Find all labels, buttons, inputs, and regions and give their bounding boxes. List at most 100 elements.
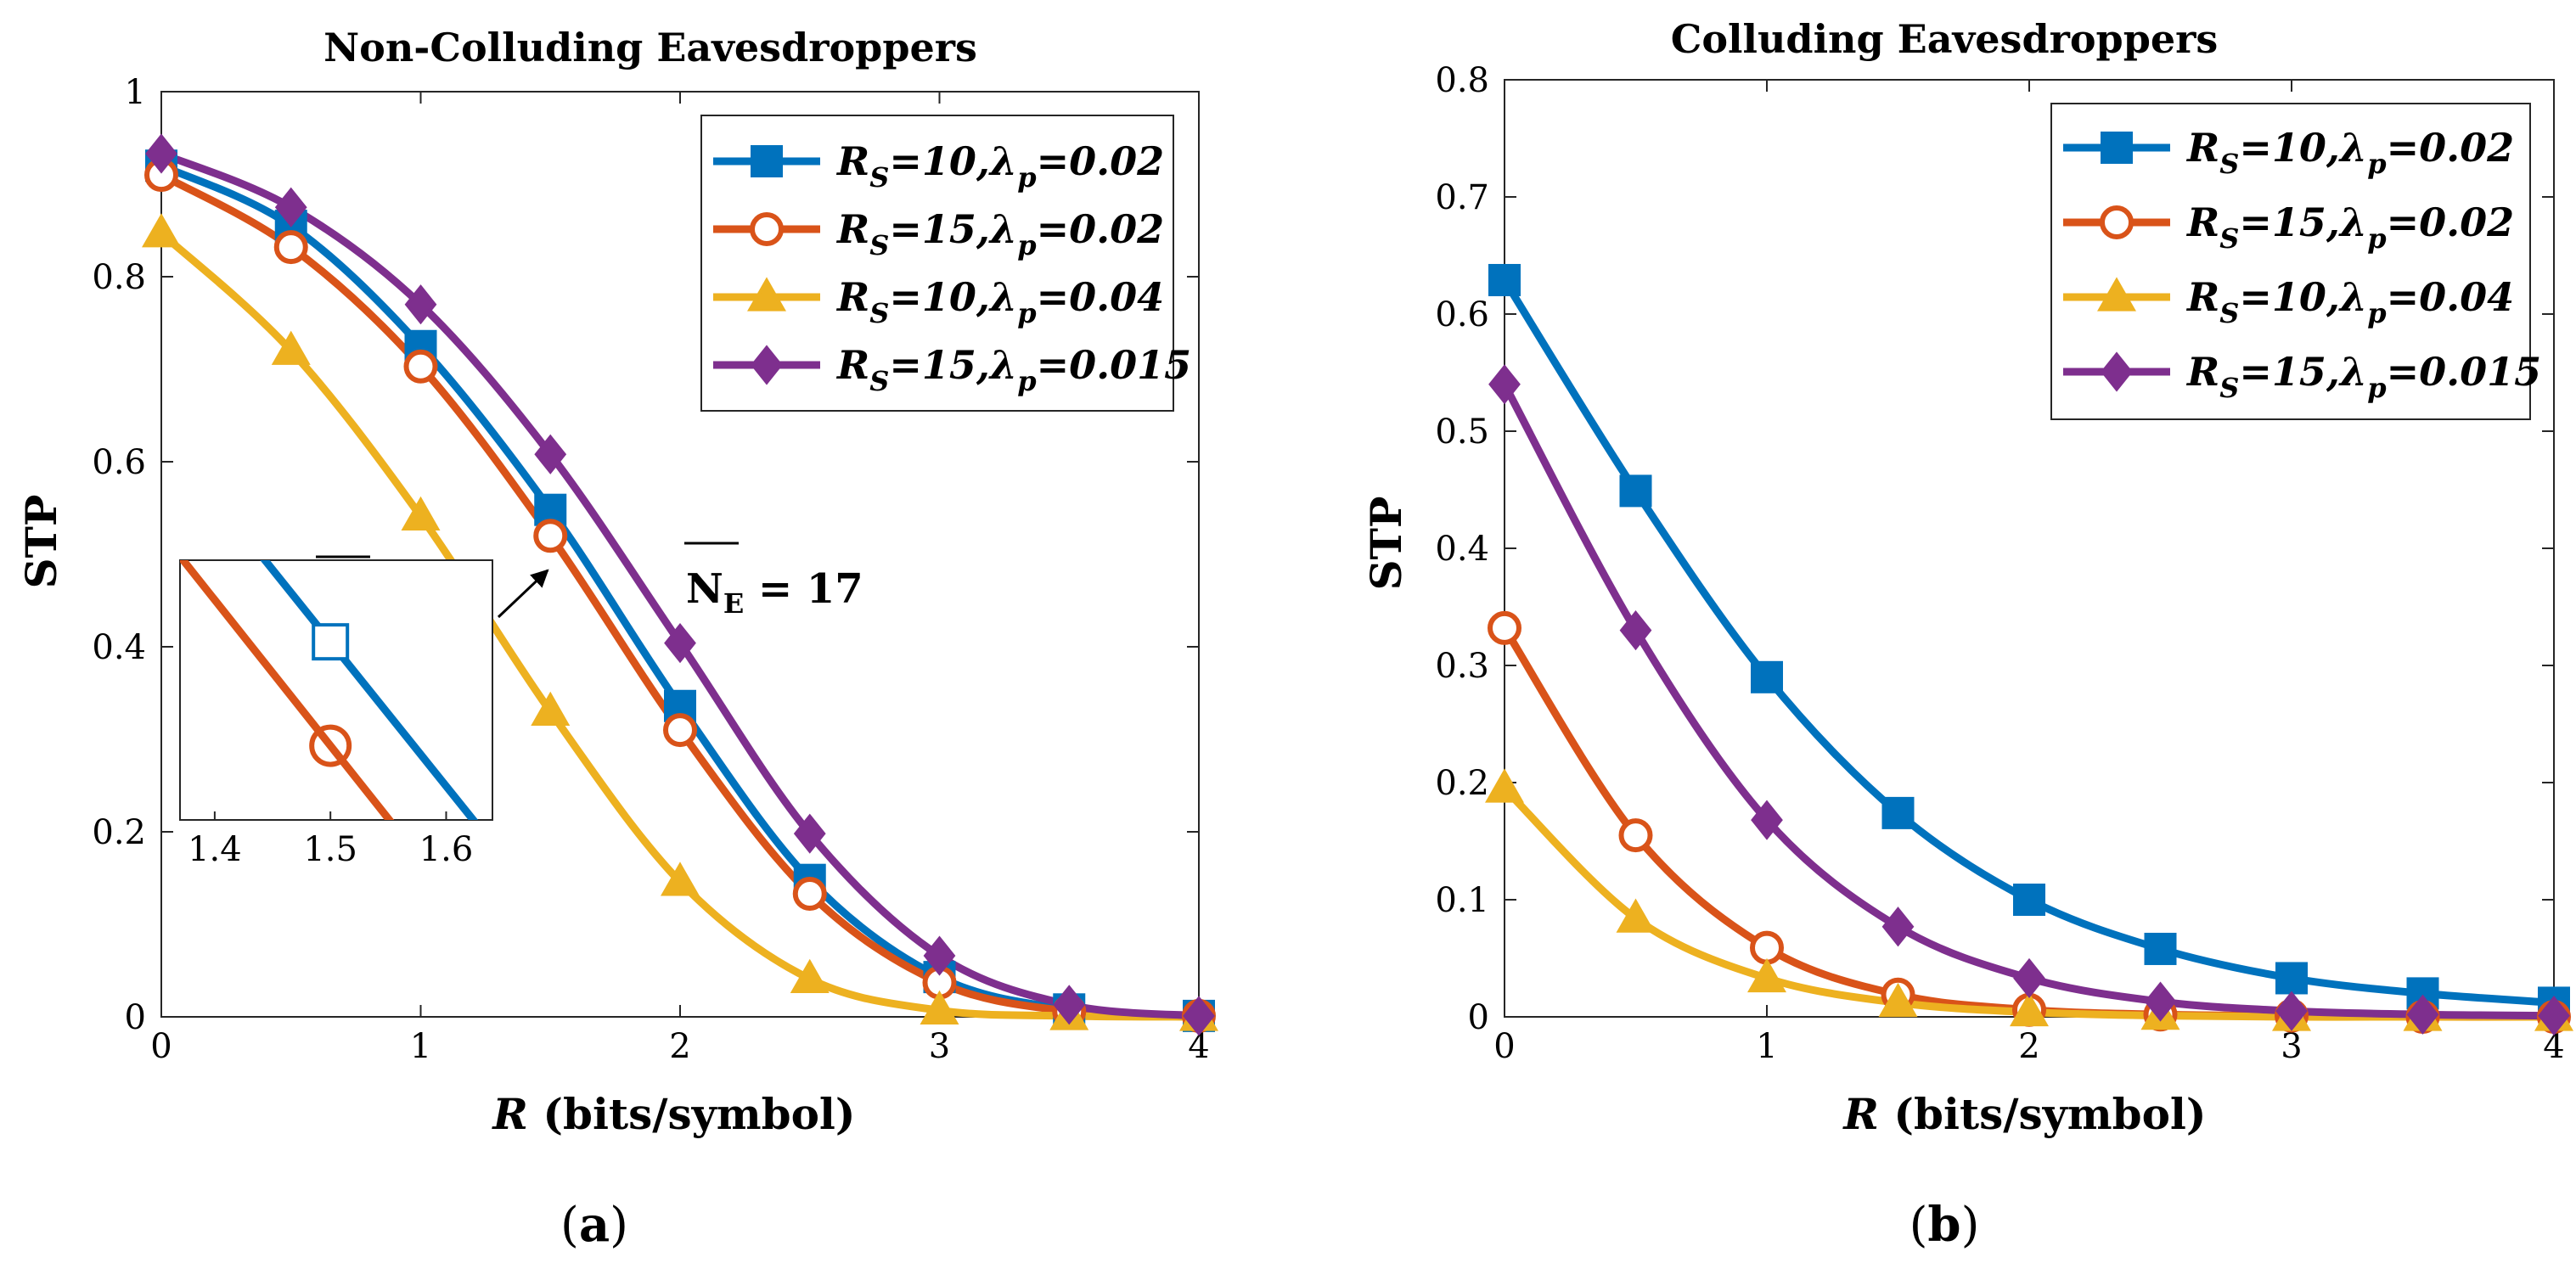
chart-a-legend-label-part: =15, xyxy=(889,206,990,252)
chart-b-series-4-point xyxy=(2144,981,2177,1022)
chart-b-legend-label-part: R xyxy=(2185,125,2219,171)
chart-a-xtick-label: 3 xyxy=(929,1027,950,1066)
inset-xtick-label: 1.5 xyxy=(303,830,357,869)
chart-b-legend-label-4: RS=15,λp=0.015 xyxy=(2185,349,2541,404)
caption-b: (b) xyxy=(1910,1197,1980,1253)
ne17-sub: E xyxy=(723,587,744,620)
chart-a-series-3-point xyxy=(661,862,700,896)
chart-b-series-4-point xyxy=(1751,800,1783,840)
chart-a-legend-label-part: =0.015 xyxy=(1037,342,1192,388)
chart-b-xtick-label: 2 xyxy=(2018,1027,2039,1066)
chart-a-series-3-point xyxy=(142,213,181,248)
chart-b-xlabel: R (bits/symbol) xyxy=(1842,1089,2206,1139)
chart-a-series-1-point xyxy=(664,689,696,722)
chart-b-legend-marker-2 xyxy=(2100,205,2134,239)
chart-a-title: Non-Colluding Eavesdroppers xyxy=(323,25,977,70)
chart-b-legend-label-part: =10, xyxy=(2239,125,2340,171)
chart-b-markers xyxy=(1485,263,2573,1036)
chart-a-series-4-point xyxy=(145,133,177,174)
chart-a-legend-label-part: S xyxy=(869,161,889,194)
chart-b-series-2-point xyxy=(1618,818,1653,853)
chart-a-series-2-point xyxy=(273,230,308,265)
chart-a-inset: 1.4 1.5 1.6 xyxy=(179,559,493,869)
chart-b-series-1-point xyxy=(1619,474,1652,508)
chart-b-legend-label-part: p xyxy=(2367,297,2386,329)
chart-a-legend-label-part: λ xyxy=(988,274,1017,320)
chart-b-series-1-point xyxy=(1751,660,1783,693)
chart-a-series-4-point xyxy=(1183,996,1215,1036)
chart-a-series-3-point xyxy=(401,496,441,530)
chart-a-ytick-label: 0.8 xyxy=(92,258,146,297)
inset-series-1-point xyxy=(312,623,350,661)
chart-b-ytick-label: 0.3 xyxy=(1435,647,1489,686)
chart-a-legend-label-part: S xyxy=(869,229,889,261)
chart-b-ytick-label: 0 xyxy=(1468,998,1489,1037)
chart-b-legend-label-part: =15, xyxy=(2239,199,2340,245)
chart-a-series-2-point xyxy=(663,713,697,748)
chart-a-markers xyxy=(142,133,1218,1036)
chart-b-series-4-point xyxy=(1881,907,1915,947)
chart-a-xtick-label: 0 xyxy=(150,1027,172,1066)
chart-a-legend-label-part: R xyxy=(835,206,869,252)
chart-a-xlabel-rest: (bits/symbol) xyxy=(528,1089,856,1139)
chart-b-ytick-label: 0.1 xyxy=(1435,881,1489,920)
chart-b-series-1-point xyxy=(1881,796,1915,829)
chart-b-legend-label-part: λ xyxy=(2338,274,2367,320)
chart-a-series-3-point xyxy=(531,691,571,726)
caption-a-letter: a xyxy=(579,1197,610,1253)
chart-b-legend-label-part: p xyxy=(2367,148,2386,180)
chart-a-ytick-label: 0.2 xyxy=(92,813,146,852)
chart-a-legend-label-part: p xyxy=(1017,297,1036,329)
svg-text:NE = 17: NE = 17 xyxy=(686,565,863,620)
chart-b-legend-label-1: RS=10,λp=0.02 xyxy=(2185,125,2514,180)
chart-b-legend-label-part: =0.02 xyxy=(2387,125,2515,171)
chart-b-series-4-point xyxy=(2406,994,2439,1035)
ne17-eq: = 17 xyxy=(744,565,863,613)
chart-a-legend-label-part: R xyxy=(835,138,869,184)
chart-a-legend-label-3: RS=10,λp=0.04 xyxy=(835,274,1164,329)
chart-a-legend-marker-2 xyxy=(750,212,784,246)
chart-a-series-4-point xyxy=(404,284,437,325)
chart-a-series-2-point xyxy=(403,349,438,384)
chart-b-ytick-label: 0.6 xyxy=(1435,295,1489,334)
chart-a-legend-label-part: λ xyxy=(988,138,1017,184)
chart-a-legend-label-part: R xyxy=(835,342,869,388)
chart-a-series-3-line xyxy=(157,229,1203,1021)
chart-a-legend-label-part: =0.04 xyxy=(1037,274,1165,320)
inset-xtick-label: 1.6 xyxy=(419,830,474,869)
chart-a-legend-label-part: =0.02 xyxy=(1037,206,1165,252)
inset-series-2-point xyxy=(309,724,352,767)
chart-a-series-3-point xyxy=(920,990,959,1025)
chart-b-series-4-point xyxy=(1619,609,1652,651)
chart-a-series-4-point xyxy=(793,813,826,854)
chart-b-xtick-label: 3 xyxy=(2281,1027,2302,1066)
chart-b-ytick-label: 0.8 xyxy=(1435,61,1489,100)
chart-b-xlabel-rest: (bits/symbol) xyxy=(1879,1089,2207,1139)
chart-b-ylabel: STP xyxy=(1361,497,1411,591)
chart-a-legend: RS=10,λp=0.02RS=15,λp=0.02RS=10,λp=0.04R… xyxy=(700,115,1192,412)
chart-b-legend-label-part: λ xyxy=(2338,349,2367,395)
chart-b-series-3-point xyxy=(1616,898,1656,933)
chart-b-ytick-label: 0.4 xyxy=(1435,530,1489,569)
chart-b: Colluding Eavesdroppers 0 1 2 3 400.10.20.30… xyxy=(1361,16,2573,1253)
chart-a-xlabel-var: R xyxy=(491,1089,528,1139)
inset-series-2-line xyxy=(180,560,395,820)
chart-b-series-1-point xyxy=(2144,932,2177,965)
chart-a-legend-label-part: p xyxy=(1017,229,1036,261)
chart-b-legend-label-part: S xyxy=(2219,372,2239,404)
chart-b-legend-label-part: =0.02 xyxy=(2387,199,2515,245)
chart-a-series-2-point xyxy=(533,519,568,553)
chart-b-series-2-point xyxy=(1488,610,1521,645)
chart-b-series-1-point xyxy=(1488,263,1521,296)
chart-a-legend-label-part: λ xyxy=(988,206,1017,252)
chart-a-series-3-point xyxy=(271,330,311,365)
chart-b-series-3-point xyxy=(1485,768,1524,803)
chart-b-series-4-point xyxy=(2538,996,2570,1036)
chart-a-legend-label-part: =0.02 xyxy=(1037,138,1165,184)
chart-b-legend-marker-3 xyxy=(2097,277,2136,312)
chart-b-series-3-point xyxy=(1878,982,1918,1018)
chart-b-legend-label-part: =0.015 xyxy=(2387,349,2542,395)
chart-a-ytick-label: 0 xyxy=(125,998,146,1037)
chart-b-series-3-point xyxy=(2010,991,2049,1027)
